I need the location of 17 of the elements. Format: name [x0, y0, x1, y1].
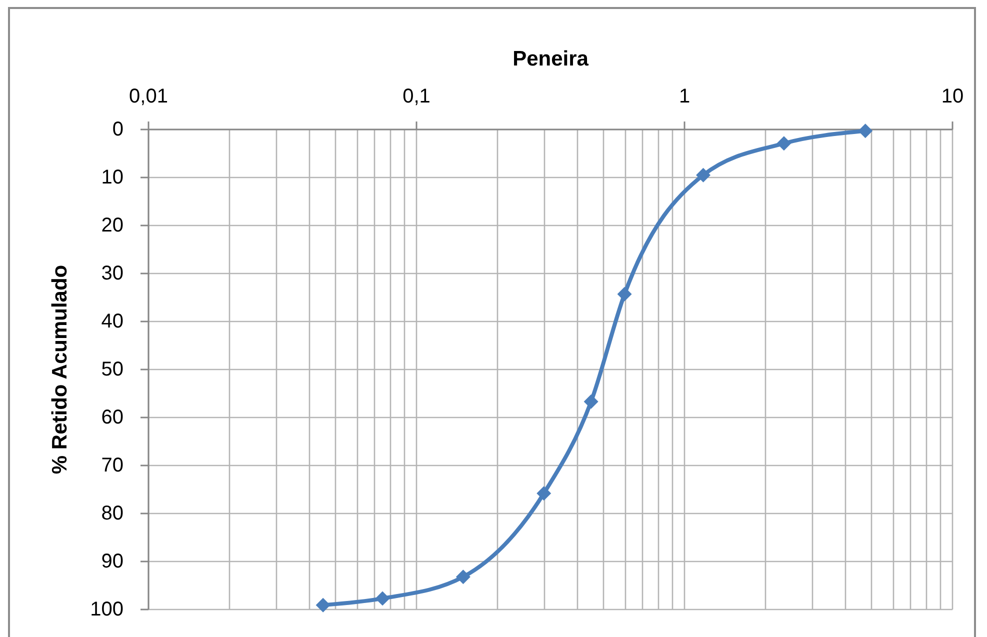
y-tick-label: 80 — [101, 502, 124, 524]
y-tick-label: 50 — [101, 358, 124, 380]
y-tick-label: 10 — [101, 166, 124, 188]
y-tick-label: 90 — [101, 550, 124, 572]
y-tick-label: 60 — [101, 406, 124, 428]
y-tick-label: 70 — [101, 454, 124, 476]
y-tick-label: 40 — [101, 310, 124, 332]
y-tick-label: 0 — [112, 118, 124, 140]
x-tick-label: 0,1 — [402, 86, 430, 108]
x-axis-title: Peneira — [512, 48, 589, 70]
x-tick-label: 1 — [678, 86, 690, 108]
y-tick-label: 30 — [101, 262, 124, 284]
y-axis-title: % Retido Acumulado — [48, 264, 72, 474]
y-tick-label: 20 — [101, 214, 124, 236]
x-tick-label: 10 — [941, 86, 964, 108]
x-tick-label: 0,01 — [129, 86, 168, 108]
y-tick-label: 100 — [90, 598, 124, 620]
